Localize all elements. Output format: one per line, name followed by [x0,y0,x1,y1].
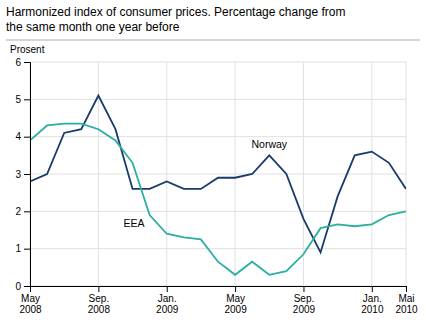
x-tick: Jan.2010 [361,286,384,315]
y-axis: 0 1 2 3 4 5 6 [15,57,30,292]
y-grid-line [30,248,406,249]
x-tick-label-line: 2008 [88,304,111,315]
title-line: Harmonized index of consumer prices. Per… [6,5,346,19]
x-axis-line [31,287,407,293]
series-line [30,124,406,275]
chart: Harmonized index of consumer prices. Per… [0,0,426,326]
y-tick-label: 5 [15,94,21,105]
x-tick-label-line: May [226,293,245,304]
y-tick-mark [24,174,30,175]
x-tick: Sep.2009 [293,286,316,315]
x-tick-mark [235,286,236,292]
x-tick-label: Jan.2009 [156,293,179,315]
x-tick-label-line: 2009 [156,304,179,315]
x-tick-label-line: Sep. [294,293,315,304]
y-tick-label: 3 [15,169,21,180]
x-tick-label-line: Jan. [363,293,382,304]
x-tick-label-line: 2008 [19,304,42,315]
series-label: Norway [251,138,287,150]
x-tick-label-line: Sep. [89,293,110,304]
x-grid-line [235,62,236,286]
x-tick: May2008 [19,286,42,315]
y-tick-mark [24,249,30,250]
y-tick-mark [24,137,30,138]
y-tick-label: 6 [15,57,21,68]
y-tick: 2 [15,206,30,217]
y-axis-label: Prosent [10,44,45,55]
x-tick: Sep.2008 [88,286,111,315]
y-tick-mark [24,286,30,287]
title: Harmonized index of consumer prices. Per… [6,5,346,34]
y-tick-label: 4 [15,131,21,142]
x-grid-line [371,62,372,286]
x-tick-label-line: 2009 [293,304,316,315]
x-tick-mark [372,286,373,292]
x-tick-label: Mai2010 [395,293,418,315]
x-tick: Jan.2009 [156,286,179,315]
x-tick-mark [303,286,304,292]
y-tick-mark [24,62,30,63]
x-tick-label: May2009 [224,293,247,315]
lines [30,96,406,275]
y-tick: 4 [15,131,30,142]
x-tick-label-line: 2010 [395,304,418,315]
title-line: the same month one year before [6,20,180,34]
plot: May2008Sep.2008Jan.2009May2009Sep.2009Ja… [15,57,418,315]
y-tick-label: 0 [15,281,21,292]
x-tick-label-line: 2009 [224,304,247,315]
x-tick-mark [406,286,407,292]
y-tick-mark [24,99,30,100]
x-tick: May2009 [224,286,247,315]
x-tick-mark [98,286,99,292]
x-axis: May2008Sep.2008Jan.2009May2009Sep.2009Ja… [19,286,418,315]
x-tick-label-line: May [21,293,40,304]
series-labels: Norway EEA [124,138,288,229]
y-tick-label: 1 [15,243,21,254]
x-tick-label: May2008 [19,293,42,315]
x-grid-line [166,62,167,286]
x-tick-mark [167,286,168,292]
title-rule [6,40,420,41]
series-line [30,96,406,253]
y-grid-line [30,62,406,63]
x-tick-label: Sep.2008 [88,293,111,315]
series-label: EEA [124,217,145,229]
x-tick-label-line: Mai [398,293,414,304]
y-tick: 0 [15,281,30,292]
y-tick: 6 [15,57,30,68]
x-tick-label-line: 2010 [361,304,384,315]
x-tick: Mai2010 [395,286,418,315]
y-tick: 5 [15,94,30,105]
y-tick: 3 [15,169,30,180]
y-grid-line [30,99,406,100]
y-tick: 1 [15,243,30,254]
y-grid-line [30,211,406,212]
grid [30,62,406,286]
y-tick-mark [24,211,30,212]
y-tick-label: 2 [15,206,21,217]
y-grid-line [30,174,406,175]
y-axis-line [24,63,31,287]
y-grid-line [30,136,406,137]
x-tick-label: Jan.2010 [361,293,384,315]
x-tick-label-line: Jan. [158,293,177,304]
x-grid-line [406,62,407,286]
x-tick-label: Sep.2009 [293,293,316,315]
